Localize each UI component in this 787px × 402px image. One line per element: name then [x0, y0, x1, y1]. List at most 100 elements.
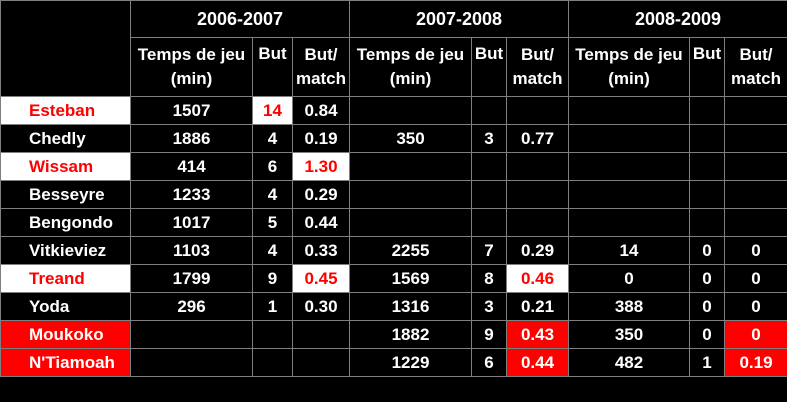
minutes-cell	[349, 180, 472, 209]
ratio-cell: 0.77	[506, 124, 569, 153]
ratio-cell: 0	[724, 292, 787, 321]
minutes-cell: 482	[568, 348, 690, 377]
goals-cell: 6	[252, 152, 293, 181]
minutes-cell	[568, 124, 690, 153]
goals-cell	[689, 124, 725, 153]
minutes-cell: 1229	[349, 348, 472, 377]
minutes-cell: 1799	[130, 264, 253, 293]
player-row: Moukoko 1882 9 0.43 350 0 0	[0, 320, 787, 349]
minutes-cell: 350	[568, 320, 690, 349]
minutes-cell	[130, 320, 253, 349]
ratio-cell	[506, 152, 569, 181]
player-name: Besseyre	[0, 180, 131, 209]
ratio-cell	[724, 180, 787, 209]
goals-cell	[471, 208, 507, 237]
goals-cell: 1	[689, 348, 725, 377]
goals-cell: 3	[471, 124, 507, 153]
goals-cell: 9	[471, 320, 507, 349]
column-header-row: Temps de jeu (min) But But/match Temps de…	[1, 37, 787, 97]
ratio-cell: 0.19	[724, 348, 787, 377]
ratio-cell: 0.33	[292, 236, 350, 265]
ratio-cell	[506, 96, 569, 125]
player-row: Yoda 296 1 0.30 1316 3 0.21 388 0 0	[0, 292, 787, 321]
player-row: Besseyre 1233 4 0.29	[0, 180, 787, 209]
player-stats-table: 2006-2007 2007-2008 2008-2009 Temps de j…	[0, 0, 787, 377]
ratio-cell: 1.30	[292, 152, 350, 181]
ratio-cell: 0.43	[506, 320, 569, 349]
season-header: 2007-2008	[349, 0, 569, 38]
goals-cell: 4	[252, 180, 293, 209]
player-name: Treand	[0, 264, 131, 293]
minutes-cell: 296	[130, 292, 253, 321]
minutes-cell: 388	[568, 292, 690, 321]
ratio-cell: 0.44	[506, 348, 569, 377]
minutes-cell	[568, 152, 690, 181]
goals-header: But	[252, 37, 293, 97]
goals-cell: 7	[471, 236, 507, 265]
goals-cell: 8	[471, 264, 507, 293]
goals-cell: 5	[252, 208, 293, 237]
ratio-cell: 0.46	[506, 264, 569, 293]
ratio-cell	[292, 348, 350, 377]
ratio-cell: 0	[724, 320, 787, 349]
player-name: N'Tiamoah	[0, 348, 131, 377]
ratio-cell	[724, 124, 787, 153]
player-row: Vitkieviez 1103 4 0.33 2255 7 0.29 14 0 …	[0, 236, 787, 265]
player-row: Esteban 1507 14 0.84	[0, 96, 787, 125]
goals-cell	[689, 152, 725, 181]
ratio-header: But/match	[506, 37, 569, 97]
minutes-cell	[349, 152, 472, 181]
minutes-header: Temps de jeu (min)	[349, 37, 472, 97]
season-header-row: 2006-2007 2007-2008 2008-2009	[0, 0, 787, 97]
minutes-cell: 1507	[130, 96, 253, 125]
minutes-cell: 1882	[349, 320, 472, 349]
player-name: Esteban	[0, 96, 131, 125]
minutes-cell	[568, 180, 690, 209]
goals-cell: 0	[689, 236, 725, 265]
goals-cell	[689, 96, 725, 125]
minutes-cell: 2255	[349, 236, 472, 265]
minutes-cell: 350	[349, 124, 472, 153]
goals-cell: 0	[689, 264, 725, 293]
ratio-cell: 0.21	[506, 292, 569, 321]
goals-cell: 0	[689, 292, 725, 321]
minutes-cell: 1886	[130, 124, 253, 153]
minutes-cell: 1569	[349, 264, 472, 293]
player-name: Moukoko	[0, 320, 131, 349]
minutes-cell: 14	[568, 236, 690, 265]
goals-cell	[471, 152, 507, 181]
goals-cell: 3	[471, 292, 507, 321]
goals-header: But	[471, 37, 507, 97]
ratio-cell: 0.29	[506, 236, 569, 265]
ratio-cell: 0	[724, 236, 787, 265]
ratio-cell	[506, 180, 569, 209]
minutes-cell: 1017	[130, 208, 253, 237]
minutes-cell: 1316	[349, 292, 472, 321]
minutes-cell: 1103	[130, 236, 253, 265]
season-header: 2008-2009	[568, 0, 787, 38]
goals-cell	[252, 320, 293, 349]
ratio-header: But/match	[292, 37, 350, 97]
goals-cell	[471, 96, 507, 125]
minutes-header: Temps de jeu (min)	[568, 37, 690, 97]
ratio-cell: 0.44	[292, 208, 350, 237]
goals-cell: 4	[252, 124, 293, 153]
ratio-cell	[506, 208, 569, 237]
player-name: Yoda	[0, 292, 131, 321]
goals-cell	[689, 180, 725, 209]
goals-header: But	[689, 37, 725, 97]
ratio-cell: 0.84	[292, 96, 350, 125]
goals-cell	[471, 180, 507, 209]
minutes-cell	[568, 96, 690, 125]
minutes-cell: 1233	[130, 180, 253, 209]
goals-cell: 0	[689, 320, 725, 349]
player-row: Chedly 1886 4 0.19 350 3 0.77	[0, 124, 787, 153]
player-name: Wissam	[0, 152, 131, 181]
player-row: Wissam 414 6 1.30	[0, 152, 787, 181]
ratio-cell	[724, 152, 787, 181]
player-row: Treand 1799 9 0.45 1569 8 0.46 0 0 0	[0, 264, 787, 293]
ratio-cell: 0	[724, 264, 787, 293]
minutes-cell: 0	[568, 264, 690, 293]
ratio-cell: 0.19	[292, 124, 350, 153]
corner-cell	[0, 0, 131, 97]
